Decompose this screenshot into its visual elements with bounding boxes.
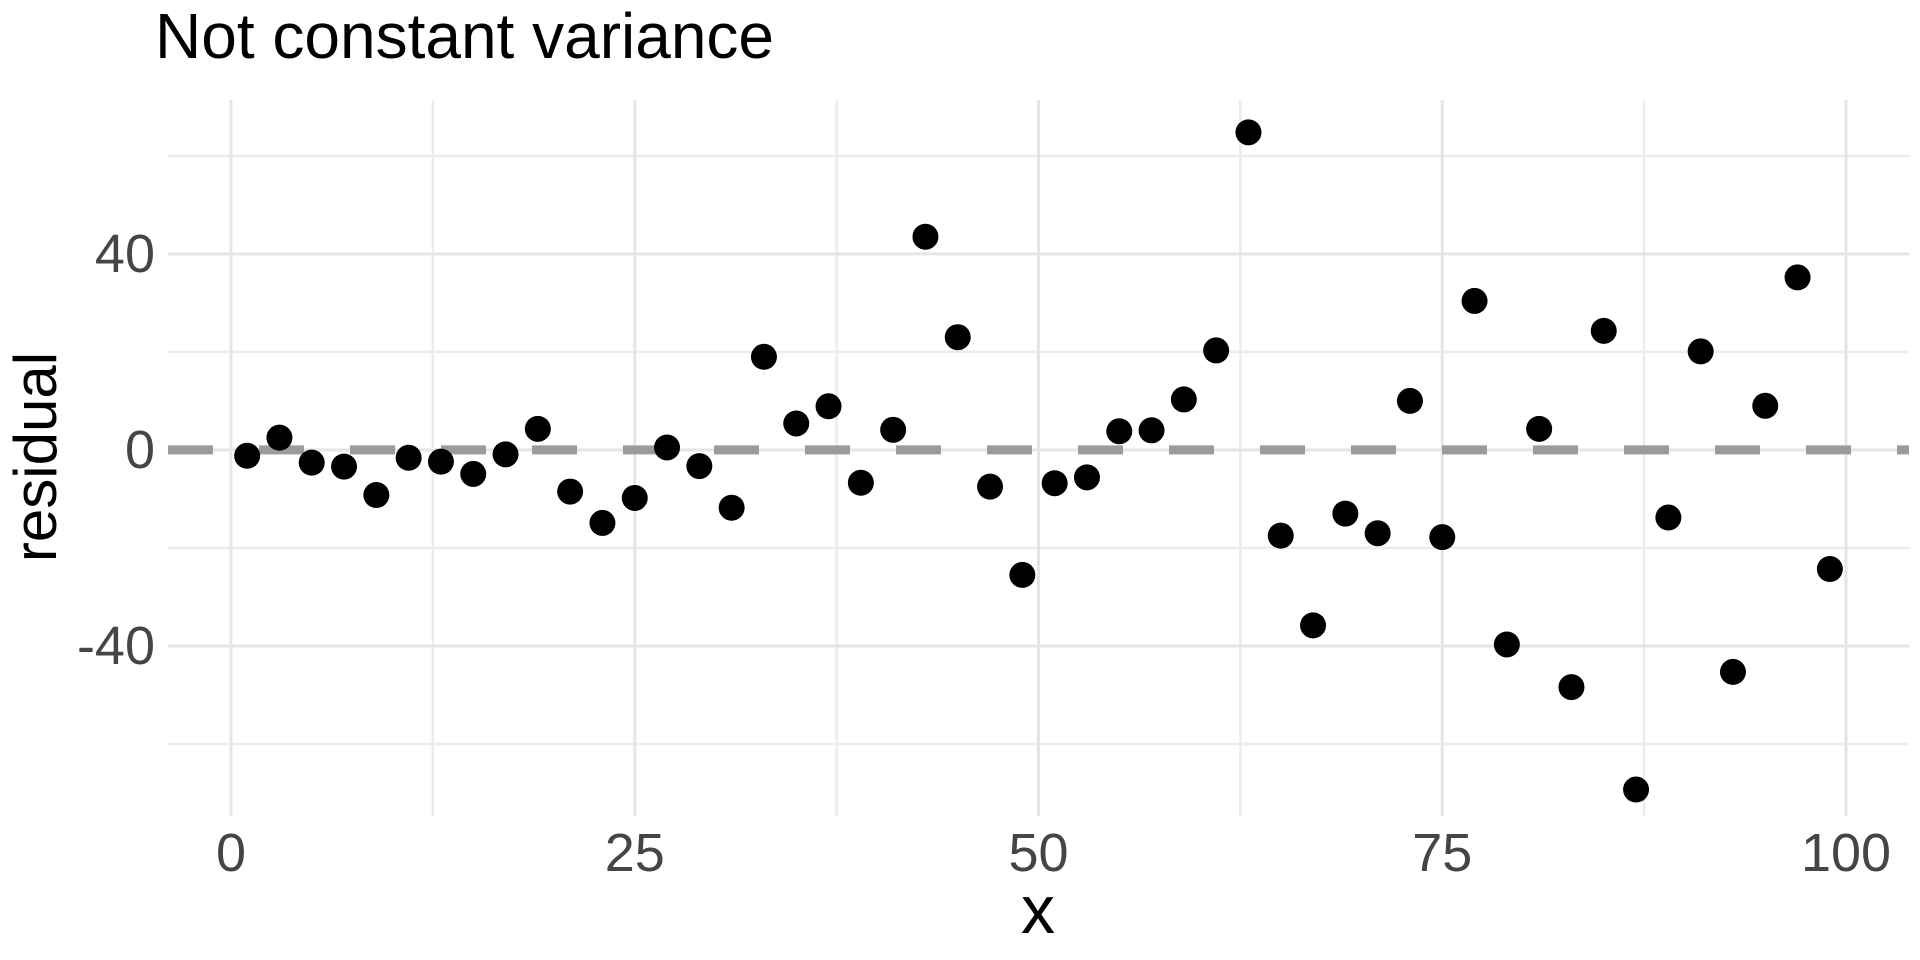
data-point bbox=[847, 469, 874, 496]
data-point bbox=[880, 416, 907, 443]
data-point bbox=[557, 478, 584, 505]
x-tick-label: 100 bbox=[1801, 823, 1891, 883]
data-point bbox=[718, 494, 745, 521]
data-point bbox=[1752, 392, 1779, 419]
data-point bbox=[1526, 415, 1553, 442]
data-point bbox=[395, 444, 422, 471]
plot-panel bbox=[168, 100, 1909, 816]
data-point bbox=[1235, 119, 1262, 146]
data-point bbox=[1784, 264, 1811, 291]
data-point bbox=[1332, 500, 1359, 527]
x-axis-title: x bbox=[1021, 872, 1055, 948]
data-point bbox=[1300, 612, 1327, 639]
data-point bbox=[1203, 337, 1230, 364]
data-point bbox=[331, 453, 358, 480]
data-point bbox=[621, 484, 648, 511]
y-axis-tick-labels: -40 0 40 bbox=[77, 224, 155, 676]
data-point bbox=[234, 442, 261, 469]
x-tick-label: 75 bbox=[1412, 823, 1472, 883]
data-point bbox=[1461, 287, 1488, 314]
data-point bbox=[1009, 561, 1036, 588]
data-point bbox=[977, 473, 1004, 500]
data-point bbox=[750, 343, 777, 370]
data-point bbox=[427, 448, 454, 475]
y-tick-label: 0 bbox=[125, 420, 155, 480]
data-point bbox=[1493, 631, 1520, 658]
data-point bbox=[815, 393, 842, 420]
data-point bbox=[492, 441, 519, 468]
data-point bbox=[1429, 524, 1456, 551]
data-point bbox=[1558, 674, 1585, 701]
x-tick-label: 50 bbox=[1008, 823, 1068, 883]
gridlines-major bbox=[168, 100, 1909, 816]
data-point bbox=[912, 223, 939, 250]
y-tick-label: 40 bbox=[95, 224, 155, 284]
data-point bbox=[1396, 387, 1423, 414]
y-axis-title: residual bbox=[2, 352, 69, 562]
data-point bbox=[1106, 418, 1133, 445]
data-point bbox=[1816, 556, 1843, 583]
data-point bbox=[298, 449, 325, 476]
data-point bbox=[1041, 470, 1068, 497]
data-point bbox=[363, 482, 390, 509]
data-point bbox=[654, 434, 681, 461]
data-point bbox=[1623, 776, 1650, 803]
data-point bbox=[686, 453, 713, 480]
data-point bbox=[1267, 522, 1294, 549]
data-point bbox=[944, 324, 971, 351]
data-point bbox=[1687, 338, 1714, 365]
data-point bbox=[1170, 386, 1197, 413]
data-point bbox=[1364, 520, 1391, 547]
chart-title: Not constant variance bbox=[155, 0, 774, 72]
data-point bbox=[524, 415, 551, 442]
scatter-points bbox=[234, 119, 1843, 803]
data-point bbox=[1719, 658, 1746, 685]
data-point bbox=[1138, 417, 1165, 444]
x-tick-label: 25 bbox=[605, 823, 665, 883]
data-point bbox=[1590, 317, 1617, 344]
data-point bbox=[460, 460, 487, 487]
data-point bbox=[783, 410, 810, 437]
data-point bbox=[1655, 504, 1682, 531]
y-tick-label: -40 bbox=[77, 616, 155, 676]
data-point bbox=[266, 424, 293, 451]
x-tick-label: 0 bbox=[216, 823, 246, 883]
x-axis-tick-labels: 0 25 50 75 100 bbox=[216, 823, 1891, 883]
data-point bbox=[1073, 464, 1100, 491]
data-point bbox=[589, 509, 616, 536]
